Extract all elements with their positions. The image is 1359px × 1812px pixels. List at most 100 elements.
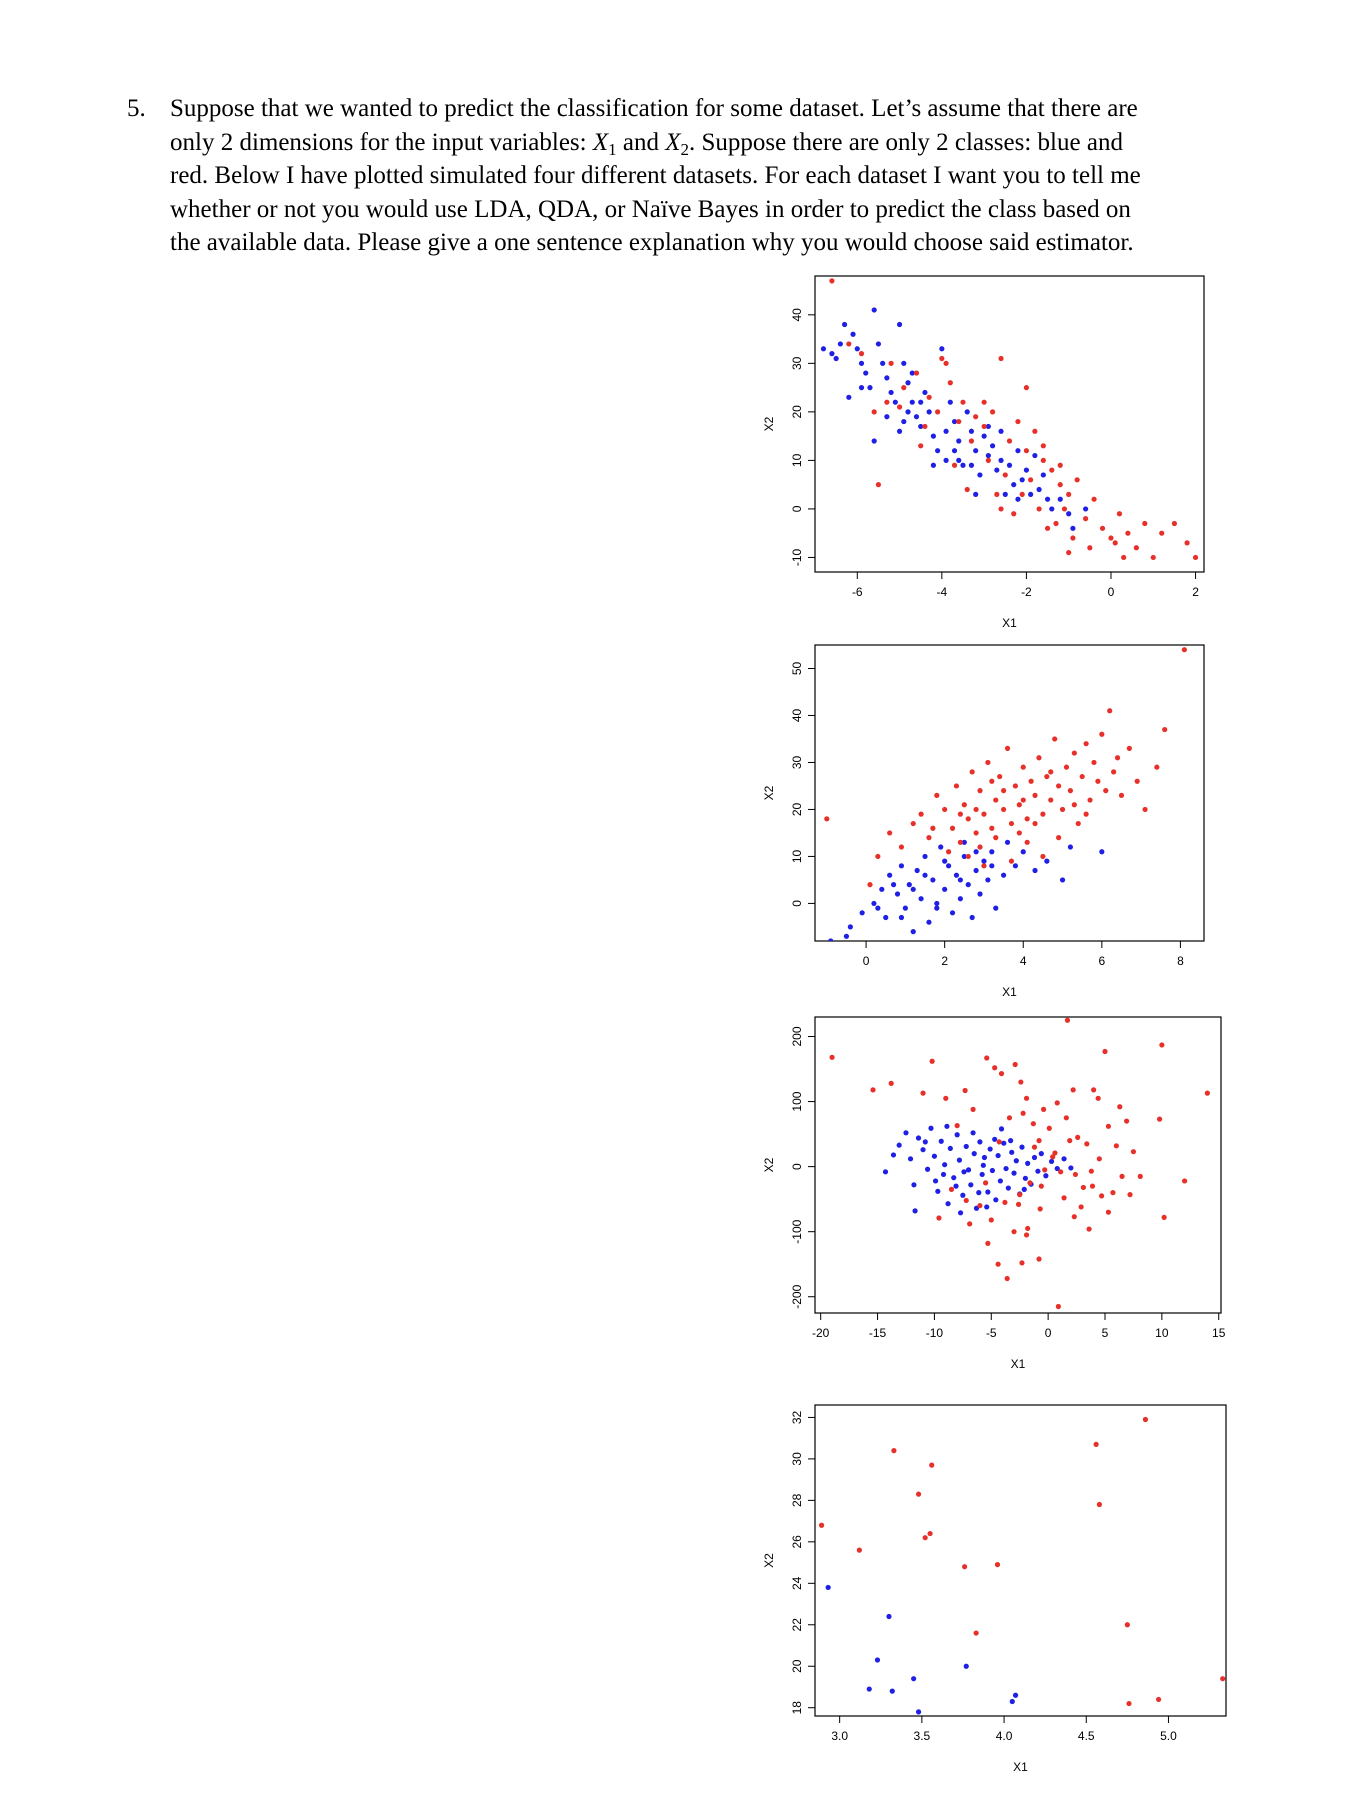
data-point-red bbox=[1023, 1095, 1030, 1101]
data-point-red bbox=[970, 1106, 976, 1112]
data-point-blue bbox=[1025, 1160, 1031, 1166]
data-point-red bbox=[993, 797, 999, 803]
x-axis-label: X1 bbox=[1002, 985, 1017, 999]
data-point-red bbox=[1020, 797, 1026, 803]
x-tick-label: 4.0 bbox=[996, 1729, 1013, 1743]
x-tick-label: 5 bbox=[1102, 1326, 1109, 1340]
data-point-blue bbox=[858, 360, 865, 366]
data-point-red bbox=[1184, 540, 1190, 546]
data-point-red bbox=[913, 370, 920, 376]
data-point-red bbox=[1154, 764, 1160, 770]
data-point-red bbox=[1030, 1121, 1036, 1127]
data-point-blue bbox=[910, 929, 916, 935]
data-point-red bbox=[818, 1522, 825, 1528]
data-point-blue bbox=[965, 882, 971, 888]
data-point-blue bbox=[1032, 867, 1038, 874]
data-point-blue bbox=[918, 399, 924, 405]
data-point-red bbox=[1055, 1303, 1061, 1310]
data-point-red bbox=[1036, 506, 1042, 512]
x-tick-label: 10 bbox=[1155, 1326, 1169, 1340]
data-point-blue bbox=[909, 399, 915, 405]
data-point-red bbox=[1071, 1214, 1077, 1220]
data-point-red bbox=[1056, 783, 1062, 789]
data-point-red bbox=[824, 816, 830, 822]
data-point-red bbox=[1127, 1192, 1133, 1198]
data-point-red bbox=[1155, 1696, 1162, 1703]
data-point-blue bbox=[918, 423, 924, 430]
data-point-blue bbox=[915, 1135, 922, 1141]
data-point-red bbox=[935, 409, 941, 415]
data-point-red bbox=[1116, 511, 1123, 517]
data-point-red bbox=[1027, 1180, 1033, 1186]
data-point-red bbox=[942, 806, 948, 813]
y-tick-label: 20 bbox=[790, 802, 804, 816]
data-point-red bbox=[1121, 554, 1127, 561]
data-point-blue bbox=[953, 1183, 959, 1189]
data-point-blue bbox=[894, 891, 901, 897]
data-point-blue bbox=[914, 867, 920, 874]
data-point-blue bbox=[879, 886, 885, 892]
y-tick-label: 22 bbox=[790, 1618, 804, 1632]
data-point-red bbox=[1105, 1123, 1112, 1129]
data-point-blue bbox=[951, 418, 958, 425]
data-point-blue bbox=[866, 1686, 872, 1692]
x-tick-label: 4.5 bbox=[1078, 1729, 1095, 1743]
data-point-blue bbox=[968, 428, 975, 434]
data-point-red bbox=[1108, 535, 1114, 541]
x-tick-label: 3.0 bbox=[831, 1729, 848, 1743]
data-point-red bbox=[926, 394, 932, 400]
data-point-red bbox=[1057, 482, 1063, 488]
data-point-red bbox=[896, 404, 903, 410]
x-tick-label: -4 bbox=[937, 585, 948, 599]
y-tick-label: -200 bbox=[790, 1284, 804, 1308]
data-point-red bbox=[957, 839, 963, 845]
data-point-blue bbox=[884, 414, 890, 420]
data-point-red bbox=[1004, 1275, 1010, 1282]
data-point-blue bbox=[875, 905, 881, 911]
y-tick-label: 0 bbox=[790, 1163, 804, 1170]
data-point-red bbox=[1071, 750, 1077, 756]
data-point-red bbox=[1134, 778, 1140, 784]
y-tick-label: 24 bbox=[790, 1576, 804, 1590]
data-point-blue bbox=[932, 1178, 939, 1184]
data-point-red bbox=[858, 351, 865, 357]
data-point-blue bbox=[896, 321, 903, 328]
data-point-blue bbox=[961, 839, 967, 845]
data-point-red bbox=[997, 773, 1003, 780]
data-point-red bbox=[846, 341, 852, 347]
data-point-red bbox=[989, 825, 995, 831]
data-point-red bbox=[1037, 1206, 1043, 1212]
data-point-red bbox=[1095, 1095, 1101, 1101]
data-point-blue bbox=[985, 423, 991, 430]
data-point-red bbox=[977, 1203, 983, 1209]
data-point-blue bbox=[898, 863, 905, 869]
data-point-blue bbox=[981, 1154, 988, 1161]
y-axis-label: X2 bbox=[762, 1157, 776, 1172]
data-point-red bbox=[1103, 788, 1109, 794]
y-tick-label: 30 bbox=[790, 356, 804, 370]
data-point-red bbox=[929, 1462, 935, 1468]
data-point-red bbox=[981, 399, 987, 405]
x-tick-label: -2 bbox=[1021, 585, 1032, 599]
data-point-blue bbox=[963, 1663, 969, 1669]
data-point-red bbox=[1008, 858, 1015, 864]
y-tick-label: 30 bbox=[790, 755, 804, 769]
data-point-red bbox=[1006, 438, 1013, 444]
plot-frame bbox=[814, 275, 1205, 573]
data-point-blue bbox=[903, 1130, 909, 1136]
data-point-blue bbox=[918, 896, 924, 902]
data-point-red bbox=[1036, 1256, 1042, 1262]
x-tick-label: 6 bbox=[1098, 954, 1105, 968]
data-point-red bbox=[1049, 467, 1055, 473]
y-tick-label: -100 bbox=[790, 1219, 804, 1243]
data-point-red bbox=[1020, 1110, 1026, 1116]
data-point-blue bbox=[930, 433, 936, 439]
data-point-blue bbox=[1066, 511, 1072, 517]
data-point-blue bbox=[981, 433, 987, 439]
data-point-red bbox=[1182, 1178, 1188, 1184]
data-point-red bbox=[985, 1240, 991, 1246]
data-point-blue bbox=[1003, 1165, 1009, 1172]
data-point-blue bbox=[1083, 506, 1089, 512]
data-point-red bbox=[1093, 1441, 1099, 1447]
data-point-blue bbox=[980, 1162, 986, 1168]
